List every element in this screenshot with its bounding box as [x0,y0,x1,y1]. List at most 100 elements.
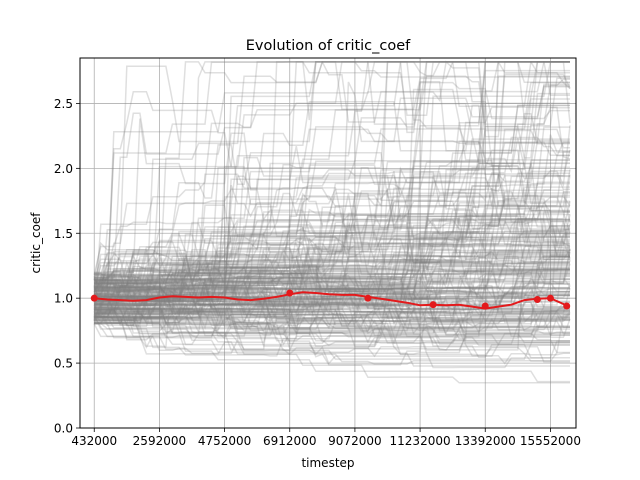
background-series-line [94,206,570,304]
background-series-line [94,309,570,339]
background-series-line [94,245,570,300]
background-series-line [94,160,570,321]
background-series-line [94,88,570,319]
background-series-line [94,83,570,339]
background-series-line [94,281,570,321]
background-series-line [94,273,570,344]
background-series-line [94,174,570,304]
background-series-line [94,255,570,334]
background-series-line [94,316,571,357]
background-series-line [94,293,570,346]
y-tick-label: 0.0 [54,422,73,436]
background-series-line [94,287,570,366]
background-series-line [94,77,570,290]
background-series-line [94,236,570,328]
background-series-line [94,251,570,342]
background-series-line [94,102,570,285]
background-series-line [94,61,571,279]
background-series-line [94,305,570,345]
background-series-line [94,224,570,318]
background-series-line [94,293,570,318]
x-tick-label: 11232000 [390,434,451,448]
background-series-line [94,61,570,325]
background-series-line [94,129,570,286]
background-series-line [93,255,570,319]
background-series-line [94,308,570,344]
background-series-line [94,173,570,302]
background-series-line [94,283,571,325]
mean-series-line [94,291,568,310]
background-series-line [93,102,570,306]
x-tick-label: 2592000 [133,434,186,448]
background-series-line [93,61,570,313]
background-series-line [94,249,571,354]
background-series-line [94,149,570,298]
background-series-line [94,301,570,337]
background-series-line [94,311,570,358]
background-series-line [94,275,570,314]
background-series-line [94,242,570,294]
background-series-line [93,260,570,313]
background-series-line [94,175,570,324]
background-series-line [94,281,570,369]
background-series-line [94,61,570,325]
background-series-line [93,176,570,307]
background-series-line [94,61,570,290]
background-series-line [94,258,570,319]
y-tick-label: 0.5 [54,357,73,371]
chart-title: Evolution of critic_coef [246,38,411,54]
y-axis-ticks: 0.0 0.5 1.0 1.5 2.0 2.5 [54,97,80,436]
background-series-line [94,69,570,284]
background-series-line [94,149,571,301]
background-series-line [94,218,570,280]
background-series-line [94,265,570,321]
background-series-line [94,270,570,319]
background-series-line [94,217,570,309]
background-series-line [94,301,570,326]
x-tick-label: 6912000 [263,434,316,448]
background-series-line [94,239,570,304]
mean-series-point [563,302,571,310]
background-series-line [94,290,570,330]
background-series-line [94,257,570,308]
background-series-line [94,272,570,333]
background-series-line [94,213,571,293]
background-series-line [94,165,570,308]
background-series-line [94,263,570,303]
background-series-line [93,156,570,280]
mean-series-point [90,294,98,302]
background-series-line [94,61,570,306]
background-series-line [94,61,570,287]
background-series-line [94,280,570,326]
background-series-line [94,126,570,315]
background-series-line [94,200,570,291]
background-series-line [94,218,570,303]
background-series-line [94,273,570,318]
background-series-line [94,271,570,340]
background-series-line [94,60,571,283]
background-series-line [94,151,570,280]
x-tick-label: 13392000 [455,434,516,448]
background-series-line [94,251,571,306]
background-series-line [93,78,570,290]
background-series-line [94,210,570,348]
background-series-line [94,271,570,321]
background-series-line [94,281,571,338]
background-series-line [94,186,570,293]
background-series-line [94,291,570,316]
background-series-line [94,104,570,284]
background-series-line [94,229,570,322]
background-series-line [94,172,570,288]
background-series-line [94,278,570,323]
background-series-line [94,253,570,314]
background-series-line [93,61,570,296]
mean-series-point [429,301,437,309]
background-series-line [94,260,570,324]
background-series-line [94,283,570,311]
background-series-line [94,81,570,326]
background-series-line [94,209,570,289]
mean-series-point [481,302,489,310]
mean-series [90,289,571,310]
background-series-line [94,211,570,295]
background-series-line [94,61,570,298]
